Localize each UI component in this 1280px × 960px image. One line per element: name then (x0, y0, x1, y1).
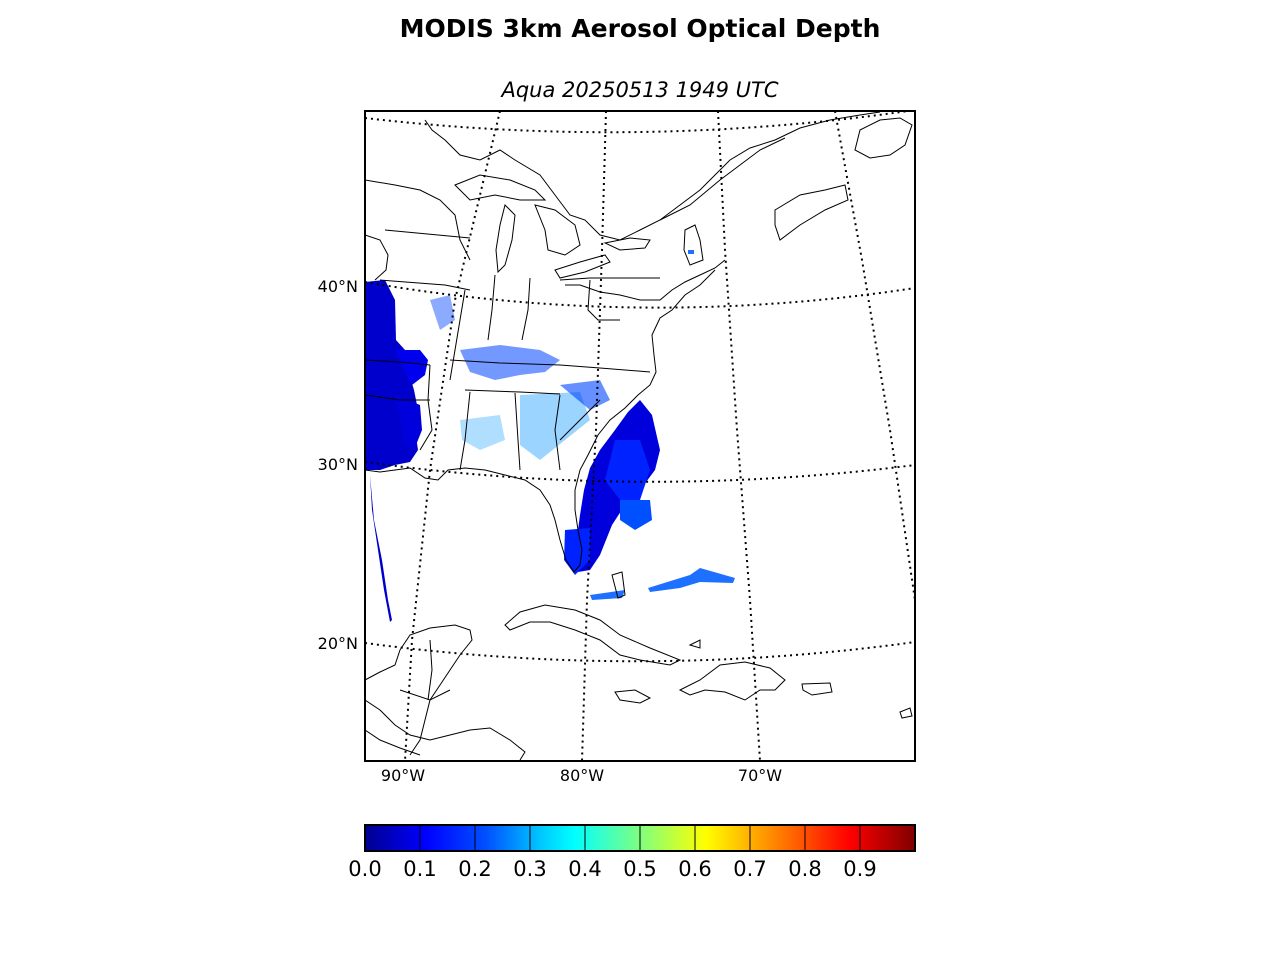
map-title: MODIS 3km Aerosol Optical Depth (399, 14, 881, 43)
colorbar: 0.0 0.1 0.2 0.3 0.4 0.5 0.6 0.7 0.8 0.9 (348, 824, 916, 881)
colorbar-tick-label: 0.9 (843, 857, 876, 881)
lon-label-80w: 80°W (560, 766, 604, 785)
coastlines-and-borders (365, 111, 913, 761)
lon-label-70w: 70°W (738, 766, 782, 785)
colorbar-tick-label: 0.8 (788, 857, 821, 881)
lat-label-20n: 20°N (318, 634, 358, 653)
colorbar-frame (364, 824, 916, 852)
colorbar-tick-label: 0.3 (513, 857, 546, 881)
map-subtitle: Aqua 20250513 1949 UTC (501, 78, 779, 102)
lat-label-40n: 40°N (318, 277, 358, 296)
colorbar-tick-label: 0.2 (458, 857, 491, 881)
colorbar-tick-label: 0.6 (678, 857, 711, 881)
graticule (365, 111, 915, 761)
map-frame (364, 110, 916, 762)
aod-data-layer (365, 250, 735, 622)
colorbar-tick-label: 0.7 (733, 857, 766, 881)
map-area (365, 111, 915, 761)
colorbar-tick-label: 0.0 (348, 857, 381, 881)
colorbar-tick-labels: 0.0 0.1 0.2 0.3 0.4 0.5 0.6 0.7 0.8 0.9 (348, 857, 876, 881)
colorbar-tick-label: 0.1 (403, 857, 436, 881)
lon-label-90w: 90°W (381, 766, 425, 785)
colorbar-tick-label: 0.4 (568, 857, 601, 881)
lat-label-30n: 30°N (318, 455, 358, 474)
colorbar-tick-label: 0.5 (623, 857, 656, 881)
